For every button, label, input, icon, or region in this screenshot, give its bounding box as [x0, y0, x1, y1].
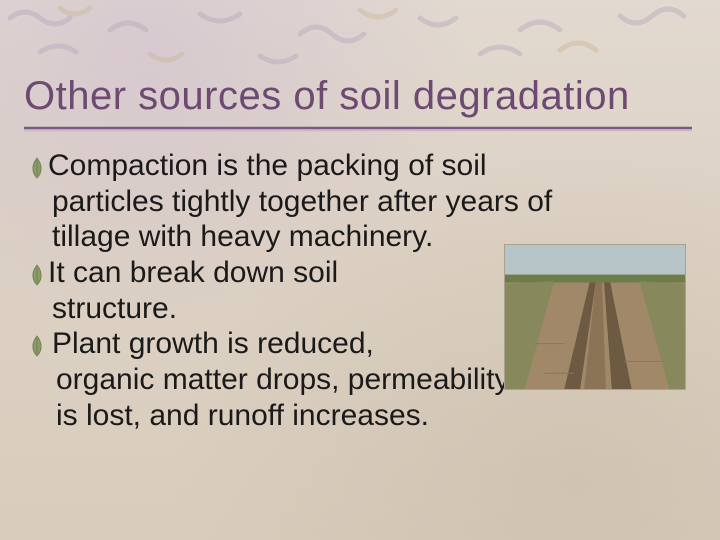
leaf-icon [28, 263, 46, 291]
field-photo [504, 244, 686, 390]
bullet-text: is lost, and runoff increases. [56, 398, 690, 433]
title-underline [24, 126, 692, 132]
title-block: Other sources of soil degradation [24, 74, 700, 137]
leaf-icon [28, 334, 46, 362]
bullet-text: particles tightly together after years o… [52, 184, 690, 219]
slide-title: Other sources of soil degradation [24, 74, 700, 119]
bullet-text: Compaction is the packing of soil [48, 148, 487, 183]
top-texture [0, 0, 720, 70]
leaf-icon [28, 156, 46, 184]
slide: Other sources of soil degradation Compac… [0, 0, 720, 540]
bullet-text: Plant growth is reduced, [52, 326, 374, 361]
bullet-text: It can break down soil [48, 255, 338, 290]
bullet-item: Compaction is the packing of soil [46, 148, 690, 184]
